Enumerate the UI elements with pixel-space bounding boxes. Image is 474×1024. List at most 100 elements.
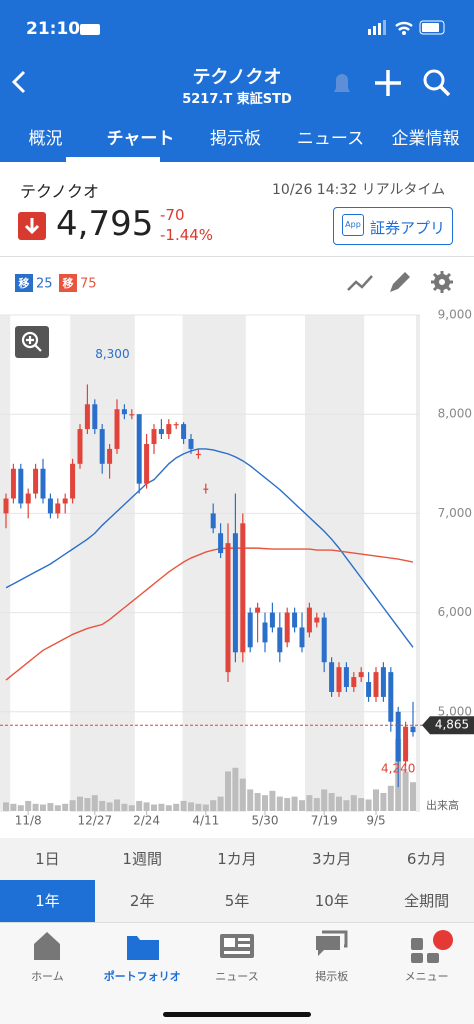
candle-body <box>336 667 342 692</box>
period-button[interactable]: 10年 <box>284 880 380 922</box>
volume-bar <box>158 803 165 811</box>
candle-body <box>210 513 216 529</box>
y-tick-label: 9,000 <box>438 308 472 322</box>
nav-label[interactable]: ホーム <box>31 970 64 983</box>
header-subtitle: 5217.T 東証STD <box>182 92 292 107</box>
candle-body <box>218 533 224 554</box>
tab[interactable]: 概況 <box>28 129 63 149</box>
volume-bar <box>180 800 187 811</box>
draw-tool[interactable] <box>390 272 410 292</box>
ma-badge <box>15 274 33 292</box>
volume-bar <box>299 800 305 811</box>
volume-bar <box>202 804 209 811</box>
y-tick-label: 8,000 <box>438 407 472 421</box>
volume-bar <box>3 802 9 811</box>
y-tick-label: 5,000 <box>438 704 472 718</box>
app-icon: App <box>342 214 364 236</box>
volume-bar <box>106 802 113 811</box>
current-price-label: 4,865 <box>435 718 469 732</box>
period-button[interactable]: 全期間 <box>379 880 474 922</box>
volume-bar <box>343 800 350 811</box>
volume-bar <box>99 800 106 811</box>
volume-bar <box>225 771 231 811</box>
candle-body <box>366 682 372 697</box>
volume-bar <box>173 803 180 811</box>
stock-name: テクノクオ <box>20 182 100 201</box>
period-button[interactable]: 5年 <box>189 880 285 922</box>
volume-bar <box>136 800 143 811</box>
grid-band <box>305 315 365 812</box>
grid-band <box>0 315 11 812</box>
candle-body <box>121 409 127 415</box>
tab[interactable]: 掲示板 <box>210 129 261 149</box>
grid-band <box>70 315 135 812</box>
candle-body <box>166 424 172 435</box>
volume-bar <box>84 798 91 811</box>
moving-average-line <box>5 547 414 681</box>
period-button[interactable]: 1カ月 <box>189 838 285 880</box>
back-button[interactable] <box>11 70 26 94</box>
candle-body <box>358 672 364 678</box>
y-tick-label: 6,000 <box>438 605 472 619</box>
candle-body <box>284 612 290 643</box>
period-button[interactable]: 2年 <box>94 880 190 922</box>
header-title: テクノクオ <box>192 67 282 88</box>
add-button[interactable] <box>375 70 401 96</box>
candle-body <box>343 667 349 687</box>
volume-bar <box>121 803 128 811</box>
volume-bar <box>239 778 246 811</box>
ma-period: 25 <box>36 277 53 292</box>
line-tool[interactable] <box>347 275 373 291</box>
change-percent: -1.44% <box>160 226 214 244</box>
settings[interactable] <box>431 271 453 293</box>
volume-bar <box>210 800 217 811</box>
ma-period: 75 <box>80 277 97 292</box>
candle-body <box>203 488 209 490</box>
candle-body <box>84 404 90 430</box>
search-button[interactable] <box>423 69 451 97</box>
moving-average-line <box>5 448 414 648</box>
candle-body <box>299 627 305 648</box>
candle-body <box>351 677 357 687</box>
period-button[interactable]: 1年 <box>0 880 95 922</box>
divider <box>0 256 474 257</box>
volume-bar <box>269 790 276 811</box>
tab[interactable]: ニュース <box>296 129 365 149</box>
change: -70 <box>160 206 185 224</box>
app-button[interactable]: App 証券アプリ <box>333 207 453 245</box>
volume-bar <box>387 785 394 811</box>
alert-button[interactable] <box>334 74 350 92</box>
zoom-button[interactable] <box>15 326 49 358</box>
tab[interactable]: 企業情報 <box>391 129 460 149</box>
volume-bar <box>47 803 54 811</box>
candle-body <box>33 468 39 494</box>
current-price-tag <box>422 716 474 735</box>
candle-body <box>55 503 61 514</box>
volume-bar <box>291 796 298 811</box>
candle-body <box>403 726 409 762</box>
candle-body <box>380 667 386 697</box>
header: 21:10 テクノクオ 5217.T 東証STD 概況 チャート 掲示板 ニュース 企業… <box>0 0 474 162</box>
nav-label[interactable]: メニュー <box>404 970 449 983</box>
volume-bar <box>262 795 268 811</box>
period-button[interactable]: 1週間 <box>94 838 190 880</box>
period-button[interactable]: 3カ月 <box>284 838 380 880</box>
period-button[interactable]: 6カ月 <box>379 838 474 880</box>
candle-body <box>70 463 76 499</box>
volume-bar <box>165 805 172 811</box>
volume-bar <box>402 771 409 811</box>
volume-bar <box>195 803 202 811</box>
nav-label[interactable]: ポートフォリオ <box>103 970 181 983</box>
nav-label[interactable]: 掲示板 <box>315 970 349 983</box>
period-button[interactable]: 1日 <box>0 838 95 880</box>
tab[interactable]: チャート <box>106 129 175 149</box>
active-tab-indicator <box>66 157 160 162</box>
candle-body <box>10 468 16 499</box>
zoom-box <box>15 326 49 358</box>
volume-bar <box>328 793 335 811</box>
candle-body <box>395 711 401 762</box>
nav-label[interactable]: ニュース <box>215 970 259 983</box>
candle-body <box>410 726 416 733</box>
candle-body <box>195 453 201 456</box>
